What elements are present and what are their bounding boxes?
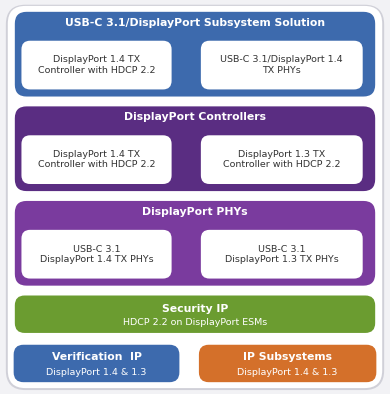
FancyBboxPatch shape	[201, 230, 363, 279]
Text: USB-C 3.1/DisplayPort 1.4
TX PHYs: USB-C 3.1/DisplayPort 1.4 TX PHYs	[220, 56, 343, 75]
Text: DisplayPort 1.4 & 1.3: DisplayPort 1.4 & 1.3	[238, 368, 338, 377]
Text: USB-C 3.1/DisplayPort Subsystem Solution: USB-C 3.1/DisplayPort Subsystem Solution	[65, 18, 325, 28]
Text: DisplayPort 1.3 TX
Controller with HDCP 2.2: DisplayPort 1.3 TX Controller with HDCP …	[223, 150, 340, 169]
FancyBboxPatch shape	[21, 135, 172, 184]
FancyBboxPatch shape	[201, 41, 363, 89]
FancyBboxPatch shape	[15, 106, 375, 191]
FancyBboxPatch shape	[21, 230, 172, 279]
FancyBboxPatch shape	[21, 41, 172, 89]
Text: USB-C 3.1
DisplayPort 1.3 TX PHYs: USB-C 3.1 DisplayPort 1.3 TX PHYs	[225, 245, 339, 264]
Text: HDCP 2.2 on DisplayPort ESMs: HDCP 2.2 on DisplayPort ESMs	[123, 318, 267, 327]
FancyBboxPatch shape	[15, 201, 375, 286]
Text: DisplayPort Controllers: DisplayPort Controllers	[124, 112, 266, 123]
Text: DisplayPort PHYs: DisplayPort PHYs	[142, 207, 248, 217]
FancyBboxPatch shape	[199, 345, 376, 382]
Text: DisplayPort 1.4 TX
Controller with HDCP 2.2: DisplayPort 1.4 TX Controller with HDCP …	[38, 150, 155, 169]
FancyBboxPatch shape	[201, 135, 363, 184]
Text: DisplayPort 1.4 TX
Controller with HDCP 2.2: DisplayPort 1.4 TX Controller with HDCP …	[38, 56, 155, 75]
Text: IP Subsystems: IP Subsystems	[243, 352, 332, 362]
FancyBboxPatch shape	[15, 296, 375, 333]
FancyBboxPatch shape	[8, 6, 382, 388]
Text: USB-C 3.1
DisplayPort 1.4 TX PHYs: USB-C 3.1 DisplayPort 1.4 TX PHYs	[40, 245, 153, 264]
Text: Verification  IP: Verification IP	[51, 352, 142, 362]
Text: DisplayPort 1.4 & 1.3: DisplayPort 1.4 & 1.3	[46, 368, 147, 377]
FancyBboxPatch shape	[15, 12, 375, 97]
FancyBboxPatch shape	[6, 5, 384, 390]
Text: Security IP: Security IP	[162, 304, 228, 314]
FancyBboxPatch shape	[14, 345, 179, 382]
